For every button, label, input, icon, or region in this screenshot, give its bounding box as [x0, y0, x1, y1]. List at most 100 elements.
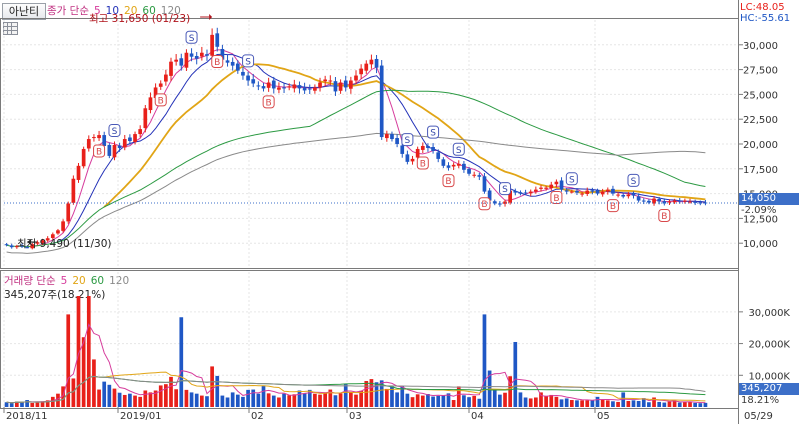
- candle-body: [379, 65, 384, 138]
- volume-bar: [518, 392, 523, 407]
- candle-body: [621, 194, 626, 197]
- volume-bar: [194, 393, 199, 407]
- high-arrow-head: [209, 14, 213, 20]
- candle-body: [410, 158, 415, 162]
- candle-body: [590, 190, 595, 192]
- candle-body: [498, 203, 502, 205]
- volume-bar: [672, 400, 677, 407]
- candle-body: [487, 190, 492, 201]
- volume-bar: [92, 359, 96, 407]
- legend-vma20: 20: [72, 275, 86, 287]
- svg-text:S: S: [112, 127, 118, 137]
- candle-body: [302, 87, 307, 91]
- volume-bar: [210, 366, 214, 407]
- candle-body: [333, 81, 338, 92]
- candle-body: [626, 194, 631, 197]
- candle-body: [92, 137, 96, 139]
- candle-body: [518, 192, 523, 194]
- volume-bar: [148, 392, 153, 407]
- volume-pct-label: 18.21%: [741, 395, 780, 406]
- volume-bar: [323, 392, 328, 407]
- legend-ma5: 5: [93, 5, 101, 17]
- candle-body: [76, 165, 81, 180]
- x-tick-label: 2018/11: [6, 411, 48, 422]
- x-tick-label: 05/29: [744, 411, 773, 422]
- volume-bar: [81, 337, 86, 407]
- volume-bar: [153, 390, 158, 407]
- volume-bar: [235, 394, 240, 407]
- candle-body: [472, 174, 477, 176]
- candle-body: [420, 145, 425, 150]
- candle-body: [462, 163, 466, 170]
- candle-body: [354, 75, 358, 81]
- sell-marker: S: [242, 54, 255, 67]
- candle-body: [446, 165, 451, 168]
- sell-marker: S: [401, 133, 414, 147]
- volume-bar: [498, 394, 502, 407]
- price-tick-label: 10,000: [743, 239, 778, 250]
- candle-body: [595, 190, 600, 194]
- volume-bar: [50, 396, 55, 407]
- volume-bar: [9, 403, 14, 407]
- candle-body: [528, 191, 533, 194]
- volume-bar: [384, 388, 389, 407]
- volume-bar: [626, 400, 631, 407]
- volume-bar: [482, 314, 487, 407]
- candle-body: [97, 135, 101, 139]
- high-annotation: 최고 31,650 (01/23): [89, 13, 191, 25]
- vma120-line: [6, 375, 706, 404]
- volume-bar: [179, 317, 184, 407]
- candle-body: [256, 85, 261, 87]
- volume-bar: [688, 401, 692, 407]
- volume-tick-label: 30,000K: [748, 308, 790, 319]
- volume-bar: [71, 378, 76, 407]
- candle-body: [241, 71, 245, 76]
- volume-bar: [359, 390, 363, 407]
- candle-body: [482, 176, 487, 192]
- volume-bar: [230, 392, 235, 407]
- candle-body: [477, 175, 482, 177]
- volume-bar: [297, 390, 302, 407]
- volume-bar: [369, 379, 374, 407]
- volume-bar: [683, 401, 687, 407]
- volume-bar: [534, 397, 538, 407]
- candle-body: [343, 80, 348, 88]
- volume-bar: [451, 400, 456, 407]
- stock-name-button[interactable]: 아난티: [2, 3, 46, 20]
- volume-bar: [102, 381, 107, 407]
- price-tick-label: 22,500: [743, 115, 778, 126]
- ma60-line: [6, 89, 706, 248]
- volume-bar: [693, 402, 698, 407]
- candle-body: [349, 80, 353, 89]
- low-annotation: 최저 9,490 (11/30): [17, 238, 112, 250]
- price-tick-label: 20,000: [743, 140, 778, 151]
- volume-bar: [590, 400, 595, 407]
- volume-bar: [410, 397, 415, 407]
- volume-bar: [539, 392, 543, 407]
- volume-bar: [441, 395, 446, 407]
- volume-bar: [302, 393, 307, 407]
- candle-body: [313, 87, 317, 91]
- volume-bar: [169, 376, 173, 407]
- volume-bar: [395, 392, 399, 407]
- candle-body: [641, 200, 646, 202]
- volume-bar: [343, 384, 348, 407]
- volume-bar: [174, 389, 178, 407]
- svg-text:B: B: [420, 160, 426, 170]
- candle-body: [683, 200, 687, 202]
- candle-body: [364, 63, 369, 71]
- candle-body: [66, 203, 71, 222]
- candle-body: [564, 190, 569, 192]
- sell-marker: S: [627, 173, 640, 187]
- candle-body: [230, 61, 235, 66]
- legend-ma10: 10: [105, 5, 120, 17]
- grid-icon[interactable]: [3, 22, 18, 35]
- candle-body: [9, 245, 14, 248]
- volume-bar: [580, 400, 584, 407]
- buy-marker: B: [154, 93, 167, 107]
- svg-text:B: B: [214, 58, 220, 68]
- candle-body: [194, 55, 199, 59]
- volume-bar: [349, 392, 353, 407]
- candle-body: [107, 145, 112, 156]
